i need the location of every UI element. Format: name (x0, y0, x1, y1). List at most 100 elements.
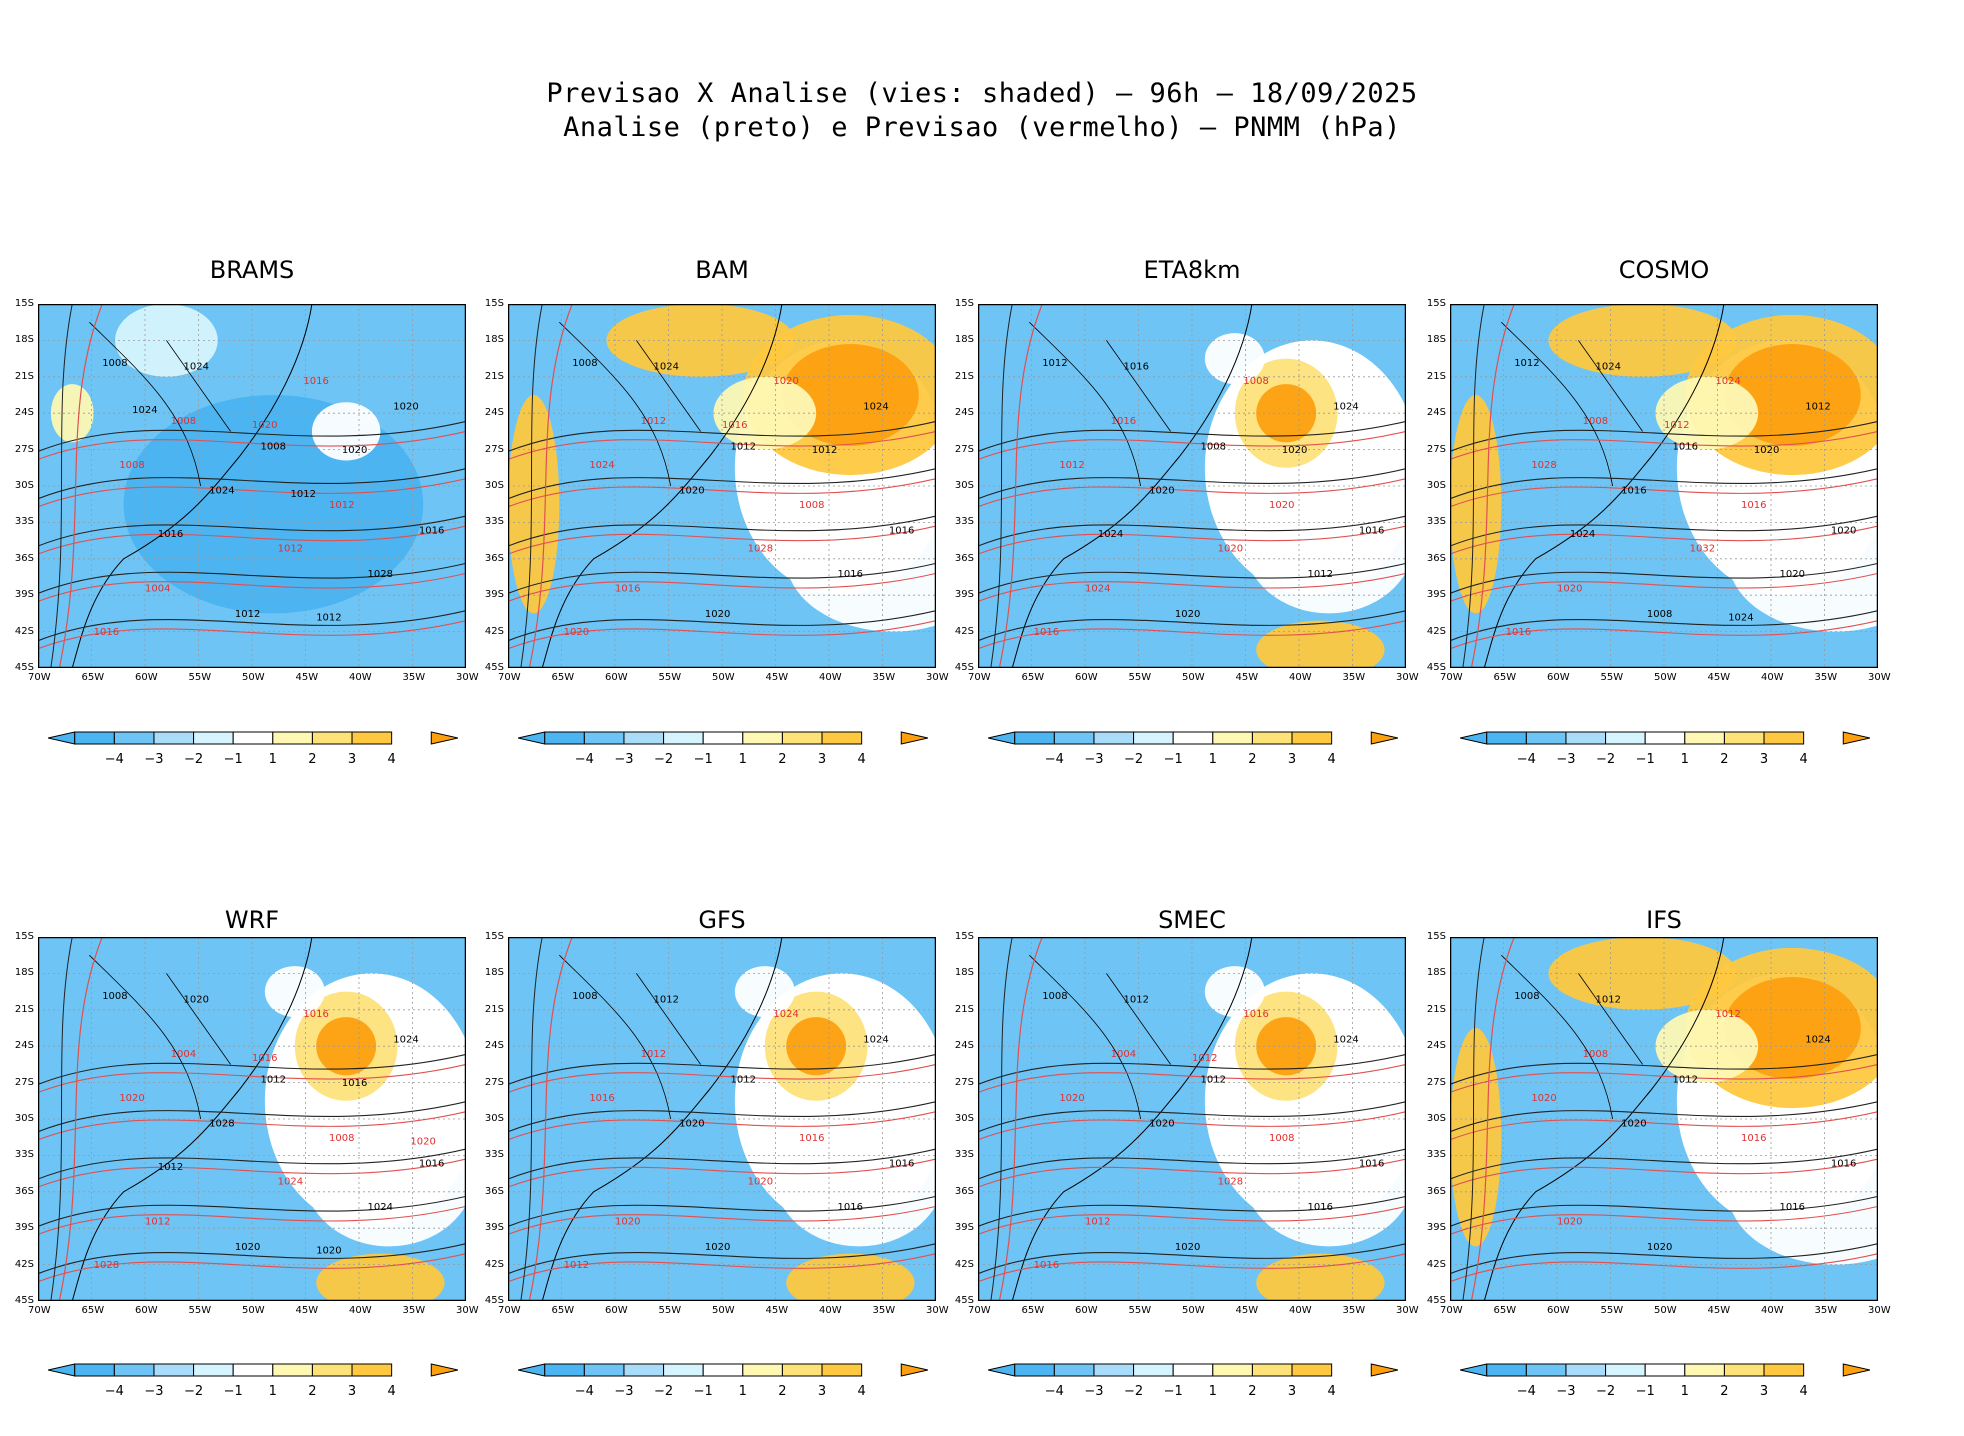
lat-label: 24S (484, 407, 504, 419)
contour-label: 1012 (1673, 1075, 1698, 1086)
lat-label: 33S (484, 516, 504, 528)
contour-label: 1028 (1218, 1177, 1243, 1188)
contour-label: 1012 (564, 1260, 589, 1271)
contour-label: 1020 (393, 402, 418, 413)
contour-label: 1008 (572, 991, 597, 1002)
contour-label: 1028 (1531, 460, 1556, 471)
map-panel-cosmo: 1012 1016 1020 1008 1012 1016 1020 1024 1020 1024… (1450, 304, 1878, 668)
contour-label: 1012 (1085, 1217, 1110, 1228)
colorbar-tick: −3 (614, 752, 634, 767)
lon-label: 35W (402, 672, 426, 683)
contour-label: 1020 (410, 1136, 435, 1147)
contour-label: 1016 (1359, 525, 1384, 536)
lon-label: 45W (1235, 672, 1259, 683)
lat-label: 27S (954, 1076, 974, 1088)
lon-label: 70W (968, 1305, 991, 1316)
colorbar-tick: −2 (1595, 1384, 1616, 1399)
contour-label: 1012 (235, 609, 260, 620)
colorbar-tick: −2 (1123, 752, 1144, 767)
contour-label: 1020 (679, 485, 704, 496)
colorbar-tick: 3 (817, 1384, 827, 1399)
lon-label: 50W (242, 1305, 265, 1316)
colorbar-tick: 3 (817, 752, 827, 767)
contour-label: 1008 (119, 460, 144, 471)
contour-label: 1012 (1308, 569, 1333, 580)
contour-label: 1012 (261, 1075, 286, 1086)
contour-label: 1024 (1085, 584, 1110, 595)
contour-label: 1008 (1201, 442, 1226, 453)
colorbar-tick: −4 (104, 752, 124, 767)
contour-label: 1016 (1243, 1009, 1268, 1020)
lat-label: 27S (484, 1076, 504, 1088)
colorbar-tick: 3 (1287, 752, 1297, 767)
lon-label: 40W (1761, 672, 1784, 683)
colorbar-tick: 2 (778, 752, 787, 767)
contour-label: 1012 (1596, 995, 1621, 1006)
colorbar-tick: −4 (574, 1384, 594, 1399)
contour-label: 1020 (1175, 609, 1200, 620)
colorbar-tick: 3 (1759, 1384, 1769, 1399)
lat-label: 39S (1426, 589, 1446, 601)
lat-label: 36S (954, 552, 974, 564)
panel-title-gfs: GFS (698, 906, 746, 934)
contour-label: 1016 (1780, 1202, 1805, 1213)
colorbar-tick: 4 (1327, 1384, 1336, 1399)
colorbar-tick: 2 (1720, 752, 1729, 767)
colorbar-tick: −3 (144, 752, 164, 767)
lat-label: 30S (484, 480, 504, 491)
lon-label: 70W (498, 1305, 521, 1316)
colorbar-tick: 3 (347, 1384, 357, 1399)
colorbar-tick: −2 (183, 752, 204, 767)
lat-label: 15S (14, 298, 34, 309)
lat-label: 39S (14, 589, 34, 601)
contour-label: 1008 (1243, 376, 1268, 387)
lon-label: 65W (81, 1305, 105, 1316)
contour-label: 1008 (261, 442, 286, 453)
contour-label: 1024 (1098, 529, 1123, 540)
colorbar-tick: 2 (308, 752, 317, 767)
colorbar-tick: −4 (1044, 1384, 1064, 1399)
lat-label: 18S (954, 967, 974, 979)
colorbar: −4 −3 −2 −1 1 2 3 4 (517, 1362, 929, 1402)
contour-label: 1016 (342, 1078, 367, 1089)
lat-label: 45S (14, 662, 34, 673)
contour-label: 1008 (1583, 416, 1608, 427)
figure-title-line2: Analise (preto) e Previsao (vermelho) — … (563, 112, 1401, 143)
colorbar-tick: 4 (857, 752, 866, 767)
lat-label: 45S (954, 1295, 974, 1306)
lon-label: 30W (456, 1305, 479, 1316)
contour-label: 1012 (1805, 402, 1830, 413)
contour-label: 1024 (1715, 376, 1740, 387)
contour-label: 1012 (1514, 358, 1539, 369)
lat-label: 39S (1426, 1222, 1446, 1234)
contour-label: 1020 (1557, 584, 1582, 595)
lat-label: 30S (1426, 1113, 1446, 1124)
contour-label: 1012 (731, 442, 756, 453)
map-panel-smec: 1008 1012 1016 1020 1024 1020 1016 1012 1004 1008… (978, 937, 1406, 1301)
lat-label: 15S (484, 298, 504, 309)
contour-label: 1008 (572, 358, 597, 369)
colorbar: −4 −3 −2 −1 1 2 3 4 (47, 1362, 459, 1402)
contour-label: 1016 (1124, 362, 1149, 373)
lat-label: 27S (14, 443, 34, 455)
contour-label: 1012 (1059, 460, 1084, 471)
lon-label: 50W (1654, 1305, 1677, 1316)
lat-label: 45S (14, 1295, 34, 1306)
lat-label: 30S (954, 480, 974, 491)
contour-label: 1020 (564, 627, 589, 638)
lat-label: 36S (484, 552, 504, 564)
lat-label: 42S (954, 1258, 974, 1270)
lon-label: 50W (1182, 1305, 1205, 1316)
contour-label: 1028 (94, 1260, 119, 1271)
colorbar-tick: −1 (1635, 752, 1655, 767)
contour-label: 1024 (1333, 402, 1358, 413)
lon-label: 40W (1289, 1305, 1312, 1316)
lon-label: 65W (551, 672, 575, 683)
contour-label: 1016 (838, 1202, 863, 1213)
lon-label: 65W (551, 1305, 575, 1316)
contour-label: 1020 (252, 420, 277, 431)
colorbar-tick: −3 (144, 1384, 164, 1399)
lon-label: 70W (28, 1305, 51, 1316)
lon-label: 55W (658, 672, 682, 683)
contour-label: 1024 (773, 1009, 798, 1020)
